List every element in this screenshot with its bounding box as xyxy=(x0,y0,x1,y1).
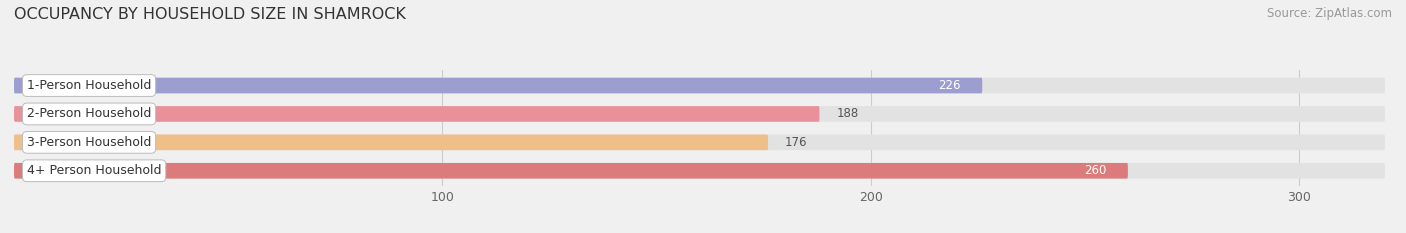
Text: 4+ Person Household: 4+ Person Household xyxy=(27,164,162,177)
FancyBboxPatch shape xyxy=(14,78,1385,93)
Text: OCCUPANCY BY HOUSEHOLD SIZE IN SHAMROCK: OCCUPANCY BY HOUSEHOLD SIZE IN SHAMROCK xyxy=(14,7,406,22)
Text: 2-Person Household: 2-Person Household xyxy=(27,107,152,120)
FancyBboxPatch shape xyxy=(14,78,983,93)
Text: 3-Person Household: 3-Person Household xyxy=(27,136,152,149)
Text: 176: 176 xyxy=(785,136,807,149)
Text: 260: 260 xyxy=(1084,164,1107,177)
FancyBboxPatch shape xyxy=(14,106,1385,122)
Text: 226: 226 xyxy=(938,79,960,92)
FancyBboxPatch shape xyxy=(14,163,1128,178)
Text: 1-Person Household: 1-Person Household xyxy=(27,79,152,92)
FancyBboxPatch shape xyxy=(14,163,1385,178)
FancyBboxPatch shape xyxy=(14,106,820,122)
Text: 188: 188 xyxy=(837,107,859,120)
Text: Source: ZipAtlas.com: Source: ZipAtlas.com xyxy=(1267,7,1392,20)
FancyBboxPatch shape xyxy=(14,134,1385,150)
FancyBboxPatch shape xyxy=(14,134,768,150)
